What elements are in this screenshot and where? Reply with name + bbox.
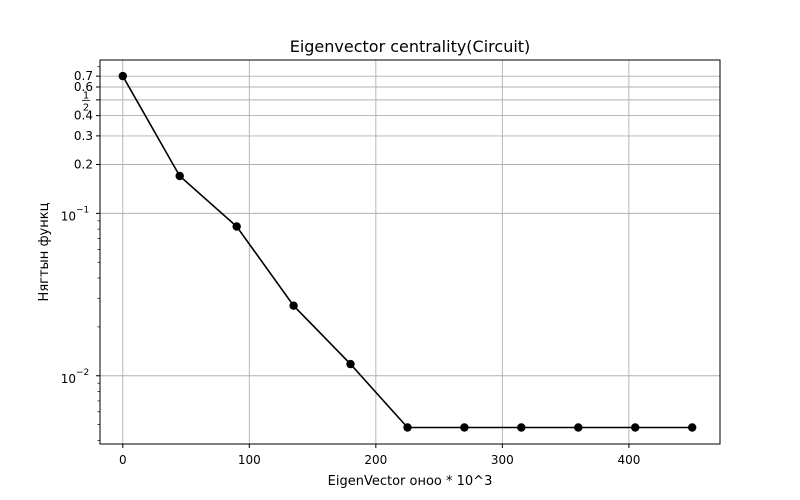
data-point	[346, 359, 355, 369]
grid-lines	[100, 60, 720, 444]
y-tick-label-exponent: −2	[76, 368, 89, 378]
x-tick-label: 400	[617, 453, 640, 467]
data-point	[118, 71, 128, 81]
chart-title: Eigenvector centrality(Circuit)	[290, 37, 531, 56]
data-point	[460, 423, 469, 432]
y-tick-label-exponent: −1	[76, 205, 89, 215]
series-line	[122, 75, 693, 429]
data-point	[289, 301, 298, 310]
series-markers	[118, 71, 697, 432]
data-point	[517, 423, 526, 432]
series-line-layer	[122, 75, 693, 429]
x-tick-label: 0	[119, 453, 127, 467]
y-tick-label: 0.4	[74, 109, 93, 123]
data-point	[631, 423, 640, 432]
y-tick-label: 0.2	[74, 157, 93, 171]
y-axis-label: Нягтын функц	[37, 202, 52, 301]
x-axis-label: EigenVector оноо * 10^3	[328, 474, 493, 489]
y-tick-label: 0.3	[74, 129, 93, 143]
y-tick-label: 0.7	[74, 69, 93, 83]
y-tick-label-base: 10	[61, 372, 76, 386]
data-point	[574, 423, 583, 432]
y-tick-label-denominator: 2	[83, 102, 89, 113]
y-tick-label: 0.6	[74, 80, 93, 94]
data-point	[688, 423, 697, 432]
data-point	[232, 222, 241, 231]
y-tick-label-base: 10	[61, 209, 76, 223]
plot-area-frame	[99, 59, 721, 445]
x-tick-label: 200	[364, 453, 387, 467]
x-tick-label: 100	[238, 453, 261, 467]
y-tick-label-numerator: 1	[83, 90, 89, 101]
x-tick-label: 300	[491, 453, 514, 467]
data-point	[175, 171, 184, 181]
data-point	[403, 423, 412, 432]
